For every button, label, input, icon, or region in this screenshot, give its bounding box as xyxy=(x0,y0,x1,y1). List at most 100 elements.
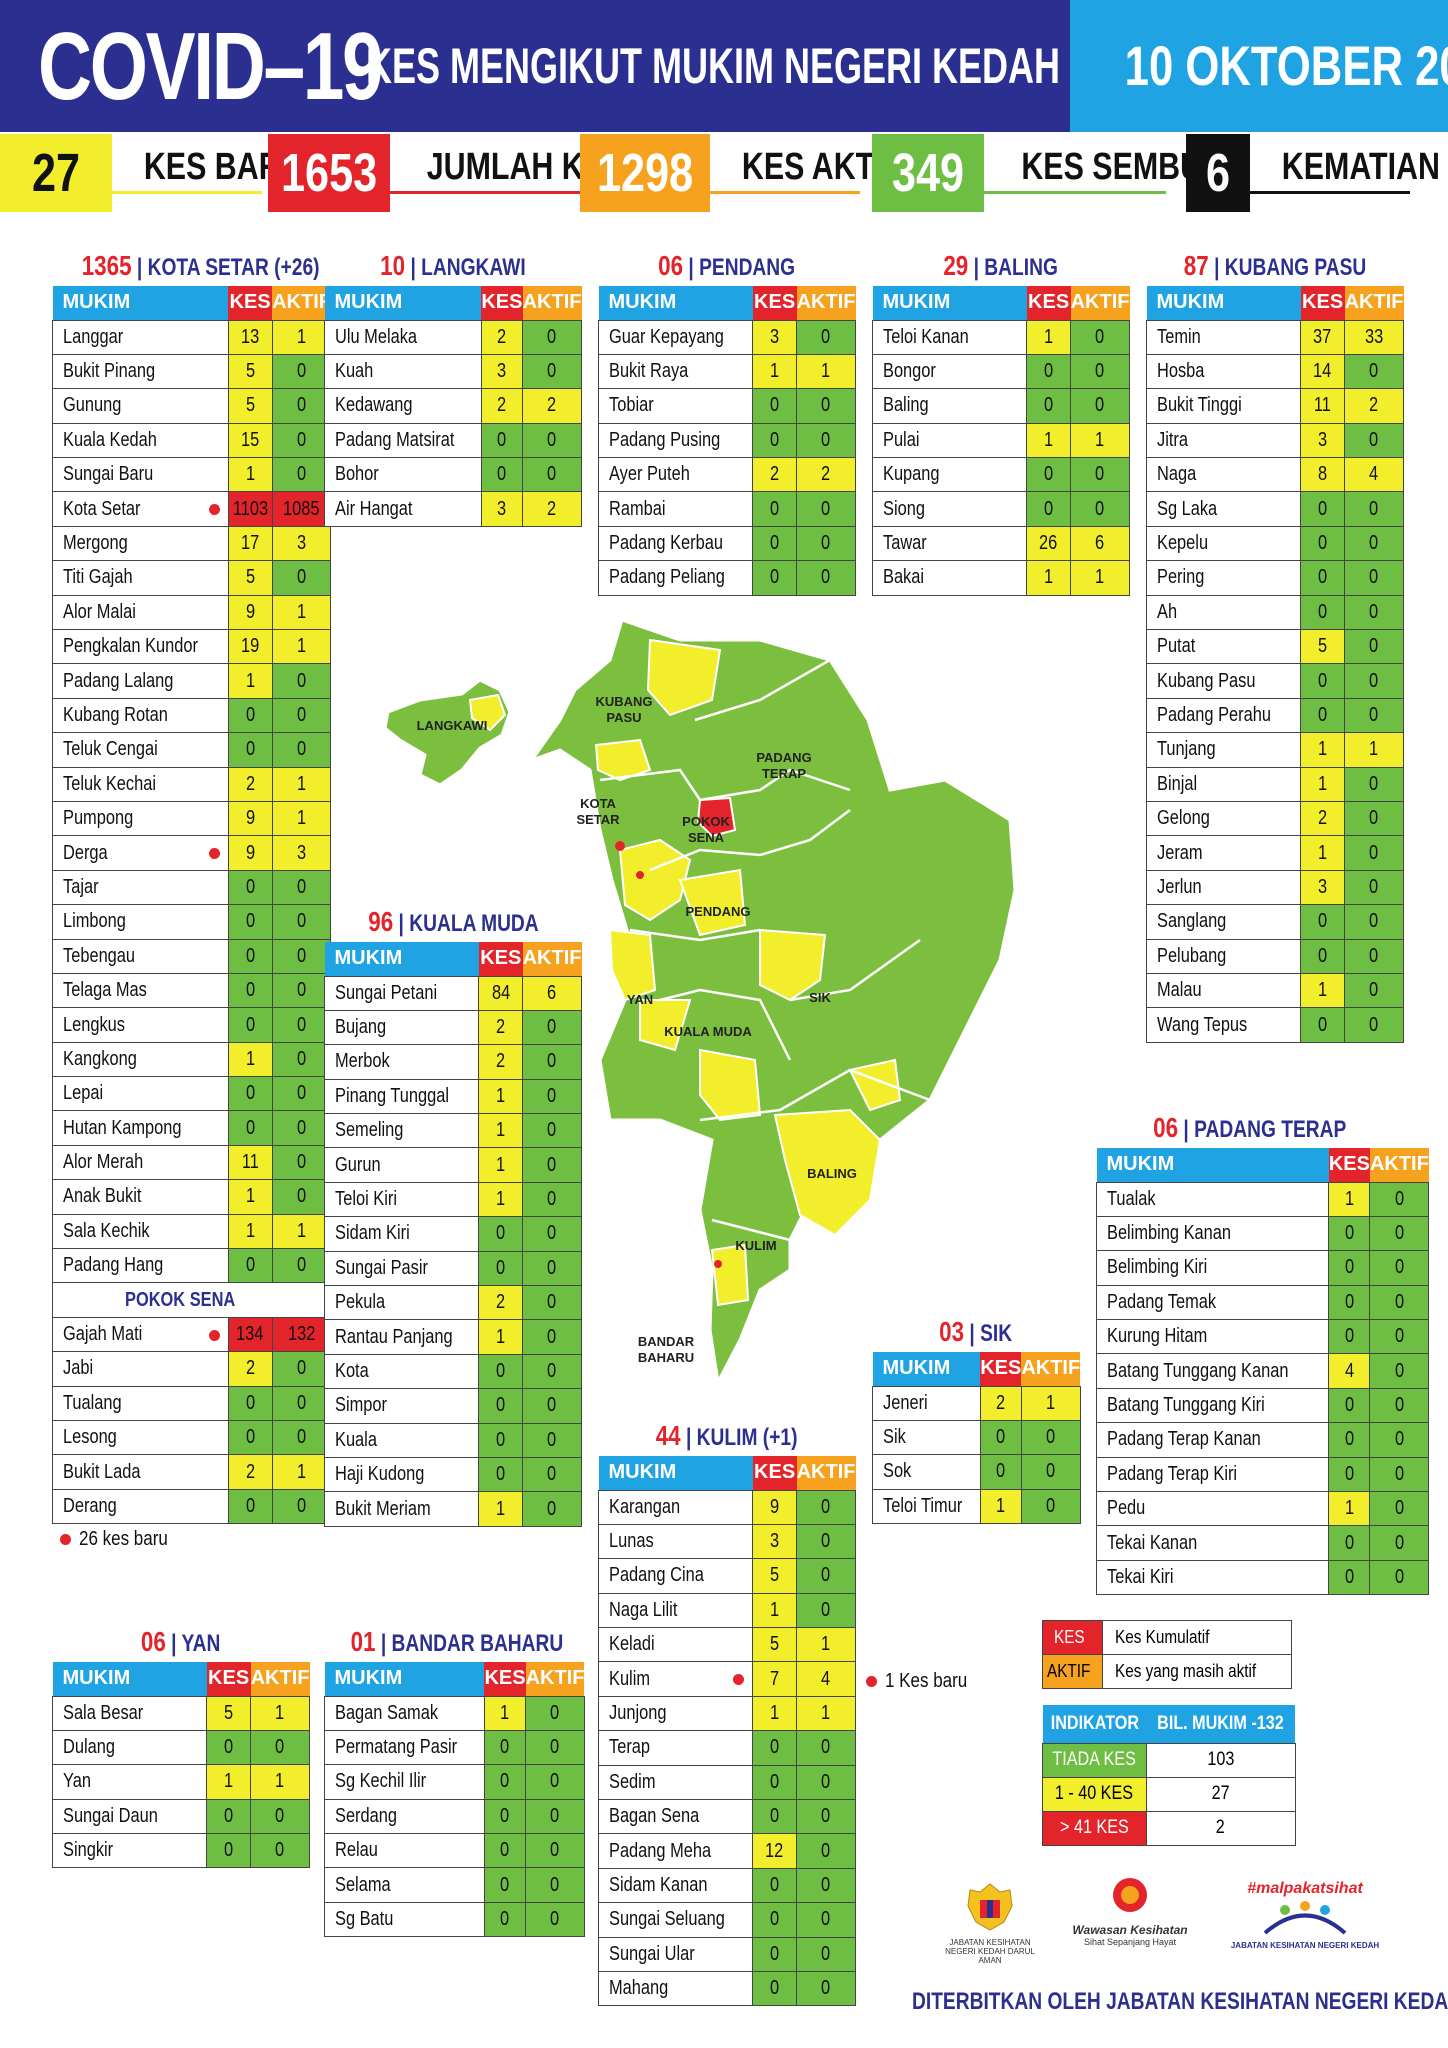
kes-value: 0 xyxy=(1328,1559,1371,1596)
aktif-value: 0 xyxy=(271,904,332,940)
kes-value: 0 xyxy=(1328,1422,1371,1458)
table-row: Sedim 0 0 xyxy=(597,1764,856,1801)
kes-value: 1 xyxy=(227,1213,273,1250)
header: COVID–19 KES MENGIKUT MUKIM NEGERI KEDAH… xyxy=(0,0,1448,132)
aktif-value: 0 xyxy=(1344,560,1404,596)
kes-value: 5 xyxy=(1300,629,1346,665)
mukim-name: Batang Tunggang Kanan xyxy=(1095,1353,1330,1389)
stat-value: 27 xyxy=(0,134,112,212)
new-case-note: 1 Kes baru xyxy=(866,1670,982,1693)
aktif-value: 0 xyxy=(796,1867,856,1904)
aktif-value: 1 xyxy=(250,1695,310,1731)
aktif-value: 0 xyxy=(1344,629,1404,665)
wawasan-icon xyxy=(1113,1878,1147,1912)
aktif-value: 0 xyxy=(271,972,332,1009)
aktif-value: 0 xyxy=(1369,1284,1430,1321)
mukim-name: Kota xyxy=(323,1353,480,1390)
aktif-value: 0 xyxy=(522,422,582,459)
aktif-value: 0 xyxy=(525,1833,585,1869)
mukim-name: Pengkalan Kundor xyxy=(52,629,229,665)
aktif-value: 0 xyxy=(522,1044,582,1080)
table-row: Mahang 0 0 xyxy=(597,1970,856,2007)
mukim-name: Jitra xyxy=(1145,422,1302,459)
table-row: Bukit Tinggi 11 2 xyxy=(1145,388,1404,424)
aktif-value: 1 xyxy=(1070,560,1130,596)
aktif-value: 0 xyxy=(796,525,856,562)
mukim-name: Kulim xyxy=(597,1661,754,1697)
table-row: Padang Terap Kanan 0 0 xyxy=(1095,1422,1430,1458)
mukim-name: Sungai Petani xyxy=(323,975,480,1011)
kes-value: 2 xyxy=(1300,800,1346,837)
aktif-value: 0 xyxy=(1344,1007,1404,1043)
kes-value: 1 xyxy=(1300,835,1346,871)
indicator-table: INDIKATOR BIL. MUKIM -132 TIADA KES 103 1 … xyxy=(1042,1705,1296,1846)
aktif-value: 2 xyxy=(522,388,582,424)
kes-value: 0 xyxy=(483,1867,527,1903)
kes-value: 17 xyxy=(227,525,273,562)
mukim-name: Bukit Pinang xyxy=(52,353,229,390)
mukim-name: Kepelu xyxy=(1145,525,1302,562)
mukim-name: Tualang xyxy=(52,1385,229,1422)
table-row: Bukit Lada 2 1 xyxy=(52,1454,332,1490)
aktif-value: 0 xyxy=(1344,422,1404,459)
table-row: Teloi Kiri 1 0 xyxy=(323,1181,582,1218)
table-row: Pering 0 0 xyxy=(1145,560,1404,596)
aktif-value: 0 xyxy=(1070,319,1130,355)
mukim-name: Padang Temak xyxy=(1095,1284,1330,1321)
mukim-name: Sok xyxy=(872,1454,981,1490)
mukim-name: Padang Pusing xyxy=(597,422,754,459)
mukim-name: Naga xyxy=(1145,457,1302,493)
aktif-value: 4 xyxy=(1344,457,1404,493)
map-label: KULIM xyxy=(735,1238,776,1253)
mukim-name: Teluk Cengai xyxy=(52,732,229,768)
mukim-name: Junjong xyxy=(597,1695,754,1732)
aktif-value: 0 xyxy=(1369,1319,1430,1355)
district-table: MUKIM KES AKTIF Tualak 1 0 Belimbing Kanan 0 0 Be… xyxy=(1095,1148,1430,1596)
table-row: Padang Meha 12 0 xyxy=(597,1833,856,1869)
district-table: MUKIM KES AKTIF Teloi Kanan 1 0 Bongor 0 0 Baling… xyxy=(871,286,1130,596)
table-row: Sik 0 0 xyxy=(872,1419,1081,1456)
table-row: Sg Kechil Ilir 0 0 xyxy=(324,1764,585,1800)
table-row: Sungai Seluang 0 0 xyxy=(597,1902,856,1938)
indicator-value: 2 xyxy=(1145,1810,1296,1846)
table-row: Lengkus 0 0 xyxy=(52,1007,332,1043)
table-row: Keladi 5 1 xyxy=(597,1627,856,1663)
district-kulim: 44 | KULIM (+1) MUKIM KES AKTIF Karangan 9 0 Lu… xyxy=(597,1420,856,2007)
kes-value: 0 xyxy=(1328,1284,1371,1321)
table-row: Temin 37 33 xyxy=(1145,319,1404,355)
footer-publisher: DITERBITKAN OLEH JABATAN KESIHATAN NEGER… xyxy=(912,1988,1448,2015)
district-table: MUKIM KES AKTIF Sungai Petani 84 6 Bujang 2 0 Mer… xyxy=(323,942,582,1527)
kes-value: 0 xyxy=(1300,938,1346,974)
mukim-name: Belimbing Kanan xyxy=(1095,1215,1330,1252)
kes-value: 0 xyxy=(227,1385,273,1422)
mukim-name: Tobiar xyxy=(597,388,754,424)
district-table: MUKIM KES AKTIF Jeneri 2 1 Sik 0 0 Sok 0 0 Teloi Tim… xyxy=(872,1352,1081,1525)
aktif-value: 0 xyxy=(1020,1419,1081,1456)
mukim-name: Tekai Kiri xyxy=(1095,1559,1330,1596)
aktif-value: 0 xyxy=(796,560,856,596)
stat-value: 1653 xyxy=(268,134,390,212)
jkn-kedah-logo: JABATAN KESIHATAN NEGERI KEDAH DARUL AMA… xyxy=(935,1880,1045,1965)
mukim-name: Mahang xyxy=(597,1970,754,2007)
mukim-name: Putat xyxy=(1145,629,1302,665)
table-row: Karangan 9 0 xyxy=(597,1489,856,1525)
col-aktif: AKTIF xyxy=(796,286,856,320)
kes-value: 37 xyxy=(1300,319,1346,355)
mukim-name: Kedawang xyxy=(324,388,482,424)
table-row: Gurun 1 0 xyxy=(323,1147,582,1183)
aktif-value: 0 xyxy=(1344,525,1404,562)
table-row: Junjong 1 1 xyxy=(597,1695,856,1732)
aktif-value: 0 xyxy=(796,319,856,355)
aktif-value: 132 xyxy=(271,1316,332,1353)
kes-value: 1 xyxy=(752,353,798,390)
mukim-name: Kuala xyxy=(323,1422,480,1458)
kes-value: 1 xyxy=(478,1491,524,1527)
kes-value: 7 xyxy=(752,1661,798,1697)
mukim-name: Alor Malai xyxy=(52,594,229,631)
stat-label: KES AKTIF xyxy=(741,146,902,188)
kes-value: 0 xyxy=(480,422,524,459)
aktif-value: 0 xyxy=(522,353,582,390)
mukim-name: Padang Terap Kanan xyxy=(1095,1422,1330,1458)
mukim-name: Wang Tepus xyxy=(1145,1007,1302,1043)
aktif-value: 0 xyxy=(796,1489,856,1525)
